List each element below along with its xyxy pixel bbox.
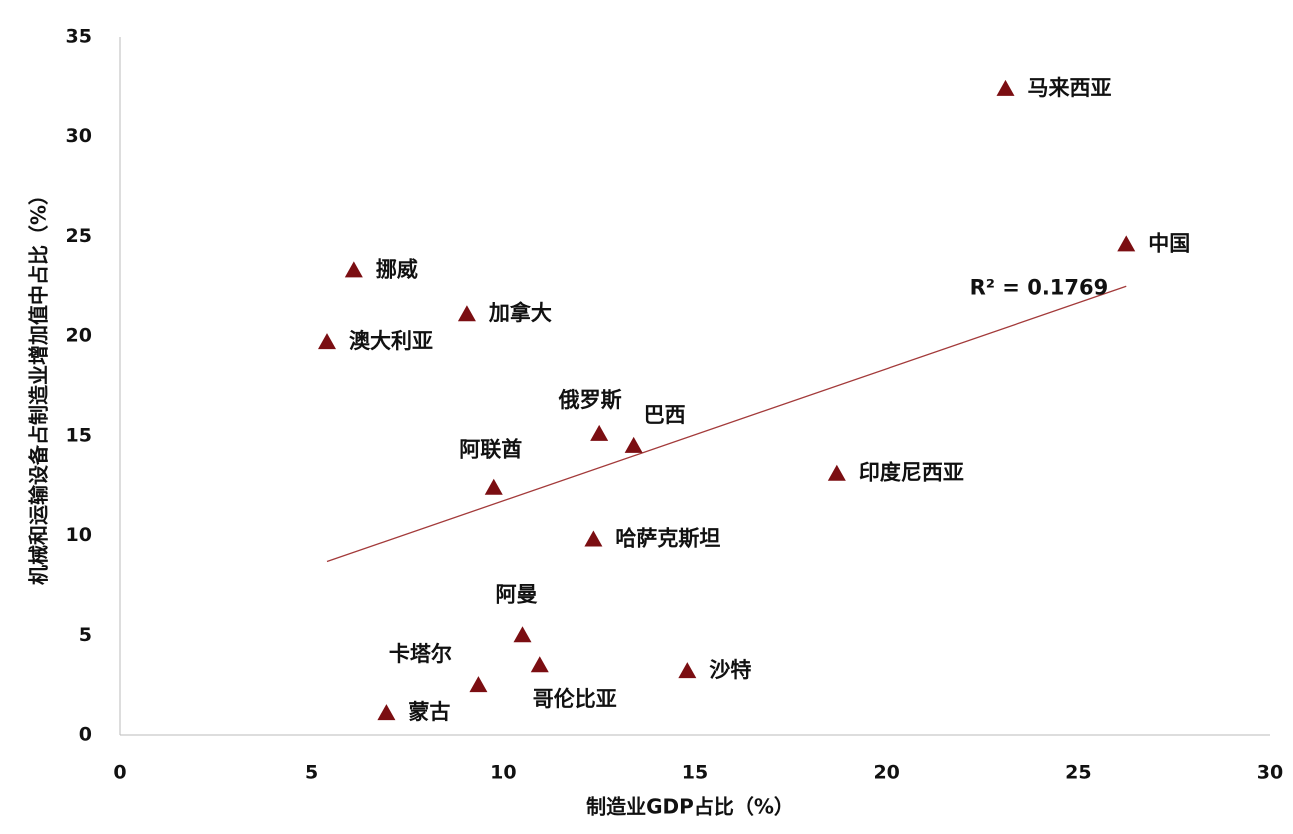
point	[590, 424, 609, 441]
point	[457, 305, 476, 322]
point	[827, 464, 846, 481]
x-tick-label: 15	[682, 762, 708, 784]
trendline	[326, 285, 1127, 563]
point-label: 澳大利亚	[349, 329, 433, 353]
y-axis-title: 机械和运输设备占制造业增加值中占比（%）	[27, 185, 51, 585]
point	[484, 478, 503, 495]
point	[377, 704, 396, 721]
point	[584, 530, 603, 547]
point-label: 哥伦比亚	[533, 687, 617, 711]
point	[678, 662, 697, 679]
y-tick-label: 0	[79, 724, 92, 746]
y-tick-label: 35	[66, 26, 92, 48]
point-label: 马来西亚	[1028, 76, 1112, 100]
y-tick-label: 25	[66, 225, 92, 247]
y-tick-label: 5	[79, 624, 92, 646]
x-tick-label: 20	[873, 762, 899, 784]
point	[1117, 235, 1136, 252]
point-label: 巴西	[644, 403, 686, 427]
point	[318, 333, 336, 350]
y-tick-label: 10	[66, 524, 92, 546]
point-label: 哈萨克斯坦	[615, 527, 720, 551]
x-tick-label: 10	[490, 762, 516, 784]
y-tick-label: 15	[66, 424, 92, 446]
y-tick-label: 30	[66, 125, 92, 147]
point-label: 挪威	[376, 257, 418, 281]
point-label: 沙特	[709, 658, 751, 682]
point-label: 印度尼西亚	[859, 461, 964, 485]
point	[624, 436, 643, 453]
point-label: 俄罗斯	[558, 388, 622, 412]
point-label: 加拿大	[488, 301, 552, 325]
point	[344, 261, 363, 278]
x-axis-title: 制造业GDP占比（%）	[586, 795, 794, 819]
x-tick-label: 0	[113, 762, 126, 784]
y-tick-label: 20	[66, 325, 92, 347]
x-tick-label: 25	[1065, 762, 1091, 784]
x-tick-label: 30	[1257, 762, 1283, 784]
point-label: 中国	[1148, 231, 1190, 255]
point	[996, 79, 1015, 96]
point-label: 阿曼	[496, 582, 538, 606]
point-label: 卡塔尔	[389, 642, 452, 666]
x-tick-label: 5	[305, 762, 318, 784]
point-label: 阿联酋	[459, 438, 522, 462]
r-squared-label: R² = 0.1769	[970, 275, 1109, 299]
point	[469, 676, 488, 693]
point-label: 蒙古	[408, 700, 450, 724]
point	[513, 626, 532, 643]
point	[530, 656, 549, 673]
